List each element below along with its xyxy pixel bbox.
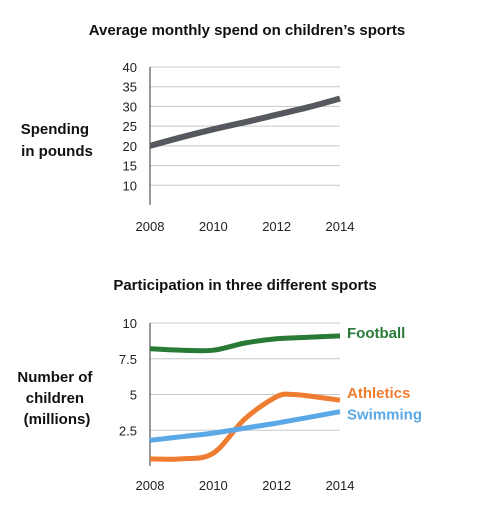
y-tick-label: 10 [123,178,137,193]
y-tick-label: 25 [123,119,137,134]
x-tick-label: 2012 [262,219,291,234]
series-line-athletics [149,391,341,462]
chart-spending: Average monthly spend on children’s spor… [21,22,405,234]
y-axis-label-line: children [26,390,84,407]
chart-participation: Participation in three different sports … [17,277,422,493]
y-tick-labels: 2.5 5 7.5 10 [119,316,137,438]
y-axis-label-participation: Number of children (millions) [17,369,96,428]
gridlines [150,66,340,186]
y-axis-label-spending: Spending in pounds [21,121,94,160]
series-lines [149,333,341,462]
y-tick-label: 30 [123,99,137,114]
chart-title-participation: Participation in three different sports [113,277,376,294]
y-tick-label: 15 [123,159,137,174]
series-line-swimming [149,409,341,443]
x-tick-label: 2008 [136,219,165,234]
x-tick-labels: 2008 2010 2012 2014 [136,478,355,493]
y-tick-label: 10 [123,316,137,331]
series-label-athletics: Athletics [347,385,410,402]
x-tick-label: 2012 [262,478,291,493]
series-labels: Football Athletics Swimming [347,325,422,424]
y-tick-labels: 10 15 20 25 30 35 40 [123,60,137,193]
x-tick-label: 2014 [326,219,355,234]
x-tick-label: 2010 [199,478,228,493]
x-tick-label: 2014 [326,478,355,493]
series-label-swimming: Swimming [347,407,422,424]
x-tick-label: 2010 [199,219,228,234]
y-tick-label: 40 [123,60,137,75]
y-axis-label-line: (millions) [24,411,91,428]
y-tick-label: 5 [130,388,137,403]
series-line-football [149,333,341,354]
y-tick-label: 35 [123,80,137,95]
y-tick-label: 20 [123,139,137,154]
y-tick-label: 2.5 [119,423,137,438]
series-lines [149,95,341,149]
y-axis-label-line: Spending [21,121,89,138]
series-label-football: Football [347,325,405,342]
y-tick-label: 7.5 [119,352,137,367]
y-axis-label-line: in pounds [21,143,93,160]
y-axis-label-line: Number of [17,369,93,386]
x-tick-labels: 2008 2010 2012 2014 [136,219,355,234]
series-line-spending [149,95,341,149]
x-tick-label: 2008 [136,478,165,493]
chart-title-spending: Average monthly spend on children’s spor… [89,22,405,39]
